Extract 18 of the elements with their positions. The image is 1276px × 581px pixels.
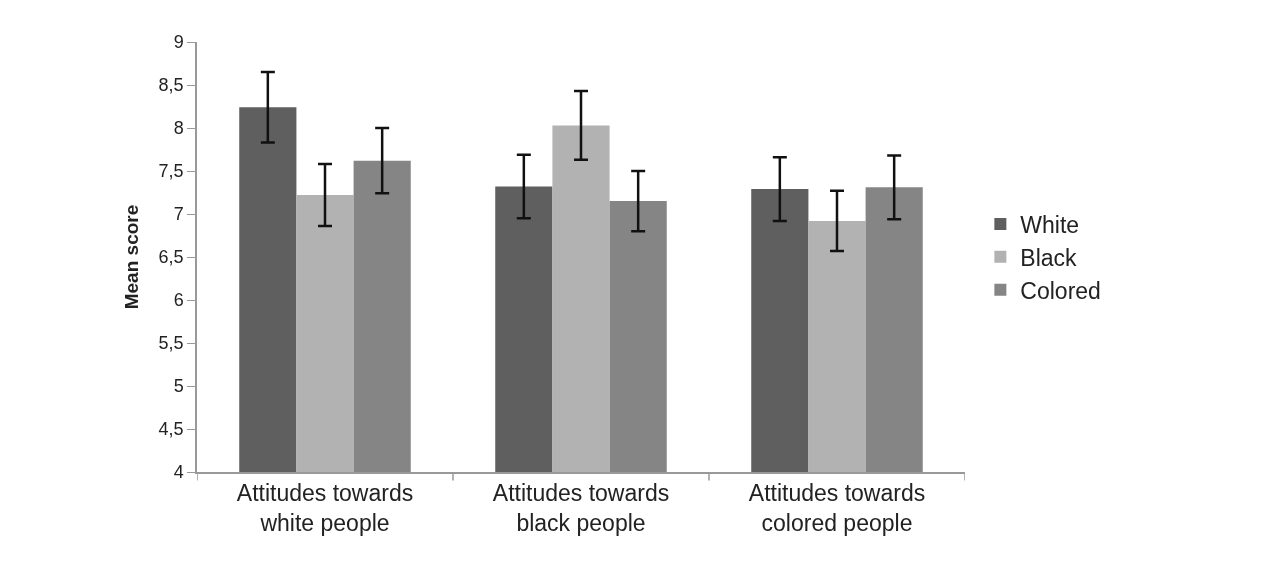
y-tick-label: 7	[173, 204, 184, 225]
legend-label: Colored	[1020, 277, 1101, 304]
y-tick-label: 7,5	[158, 161, 184, 182]
legend-label: White	[1020, 211, 1080, 238]
y-tick-label: 6	[173, 290, 184, 311]
x-tick-label: Attitudes towards colored people	[748, 480, 926, 537]
y-axis-title: Mean score	[120, 204, 142, 310]
y-tick-label: 5,5	[158, 333, 184, 354]
legend-label: Black	[1020, 244, 1078, 271]
y-tick-label: 8,5	[158, 75, 184, 96]
y-tick-label: 9	[173, 32, 184, 53]
y-tick-label: 5	[173, 376, 184, 397]
x-tick-label: Attitudes towards white people	[236, 480, 414, 537]
x-tick-label: Attitudes towards black people	[492, 480, 670, 537]
y-tick-label: 4,5	[158, 419, 184, 440]
y-tick-label: 8	[173, 118, 184, 139]
y-tick-label: 6,5	[158, 247, 184, 268]
y-tick-label: 4	[173, 462, 184, 483]
